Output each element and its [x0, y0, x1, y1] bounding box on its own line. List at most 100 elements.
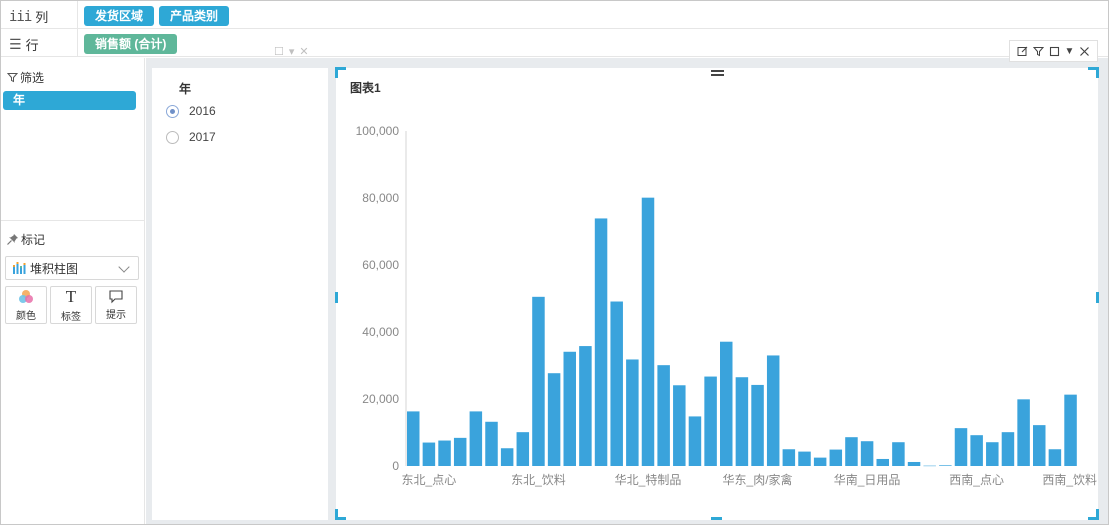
- bar[interactable]: [407, 411, 420, 466]
- bar[interactable]: [860, 441, 874, 466]
- pill-sales-sum[interactable]: 销售额 (合计): [84, 34, 178, 54]
- bar[interactable]: [798, 451, 811, 466]
- mark-tooltip-button[interactable]: 提示: [95, 286, 137, 324]
- resize-handle[interactable]: [335, 509, 338, 520]
- tooltip-icon: [109, 290, 123, 304]
- year-filter-title: 年: [179, 82, 192, 96]
- bar[interactable]: [626, 359, 639, 466]
- left-panel: 筛选 年 标记 堆积柱图 颜色 T 标签 提示: [1, 58, 145, 524]
- edit-icon[interactable]: [1017, 46, 1028, 57]
- bar[interactable]: [923, 465, 936, 467]
- bar[interactable]: [453, 437, 467, 466]
- bar[interactable]: [876, 458, 890, 466]
- resize-handle[interactable]: [711, 517, 722, 520]
- resize-handle[interactable]: [1096, 292, 1099, 303]
- bar[interactable]: [704, 376, 717, 466]
- x-tick-label: 华东_肉/家禽: [723, 472, 793, 487]
- funnel-icon[interactable]: [1032, 46, 1044, 57]
- close-icon[interactable]: [1079, 46, 1090, 57]
- bar[interactable]: [469, 411, 483, 466]
- bar[interactable]: [892, 442, 905, 466]
- bar[interactable]: [688, 416, 702, 466]
- pill-product-category[interactable]: 产品类别: [159, 6, 230, 26]
- pill-ship-region[interactable]: 发货区域: [84, 6, 155, 26]
- x-tick-label: 东北_点心: [402, 473, 457, 487]
- bar[interactable]: [751, 384, 764, 466]
- bar[interactable]: [1001, 432, 1015, 466]
- resize-handle[interactable]: [1096, 67, 1099, 78]
- year-widget-toolbar: ☐ ▾ ✕: [274, 42, 309, 60]
- chart-type-label: 堆积柱图: [30, 261, 79, 276]
- y-tick-label: 20,000: [362, 392, 399, 406]
- bar[interactable]: [610, 301, 623, 466]
- bar[interactable]: [547, 373, 561, 466]
- bar[interactable]: [907, 461, 921, 466]
- rows-shelf: ☰ 行 销售额 (合计): [1, 29, 1108, 57]
- year-option-2016[interactable]: 2016: [166, 104, 216, 118]
- bar[interactable]: [500, 448, 514, 466]
- bar[interactable]: [735, 377, 749, 466]
- bar[interactable]: [532, 296, 545, 466]
- columns-shelf: iii 列 发货区域 产品类别: [1, 1, 1108, 29]
- bar[interactable]: [970, 435, 983, 466]
- close-icon[interactable]: ✕: [299, 45, 309, 58]
- bar[interactable]: [579, 346, 592, 466]
- bar[interactable]: [1048, 449, 1062, 466]
- filter-pill-year[interactable]: 年: [3, 91, 136, 110]
- resize-handle[interactable]: [335, 517, 346, 520]
- drag-handle-icon[interactable]: [711, 70, 724, 78]
- resize-handle[interactable]: [335, 292, 338, 303]
- mark-label-button[interactable]: T 标签: [50, 286, 92, 324]
- radio-2017[interactable]: [166, 130, 179, 144]
- year-option-2017[interactable]: 2017: [166, 130, 216, 144]
- y-tick-label: 40,000: [362, 325, 399, 339]
- bar[interactable]: [939, 465, 952, 466]
- x-tick-label: 华南_日用品: [834, 472, 901, 487]
- bar[interactable]: [641, 197, 655, 467]
- bar[interactable]: [673, 385, 686, 466]
- filter-header: 筛选: [7, 69, 44, 86]
- y-tick-label: 100,000: [356, 124, 400, 138]
- bar[interactable]: [782, 449, 796, 466]
- bar[interactable]: [657, 365, 670, 466]
- color-palette-icon: [19, 289, 33, 303]
- bar[interactable]: [829, 449, 843, 466]
- dropdown-arrow-icon[interactable]: ▼: [1064, 45, 1075, 57]
- columns-pills: 发货区域 产品类别: [84, 6, 230, 26]
- bar[interactable]: [594, 218, 608, 466]
- resize-handle[interactable]: [1088, 67, 1099, 70]
- bar[interactable]: [422, 442, 436, 466]
- funnel-icon: [7, 73, 18, 83]
- bar[interactable]: [1033, 425, 1046, 466]
- maximize-icon[interactable]: [1049, 46, 1060, 57]
- bar[interactable]: [986, 442, 999, 466]
- resize-handle[interactable]: [1096, 509, 1099, 520]
- bar[interactable]: [516, 432, 530, 466]
- resize-handle[interactable]: [335, 67, 346, 70]
- bar[interactable]: [720, 341, 733, 466]
- radio-2016[interactable]: [166, 104, 179, 118]
- bar[interactable]: [438, 440, 451, 466]
- resize-handle[interactable]: [335, 67, 338, 78]
- stacked-bar-chart-icon: [13, 262, 26, 274]
- bar[interactable]: [766, 355, 780, 466]
- mark-color-button[interactable]: 颜色: [5, 286, 47, 324]
- bar-chart: 0 20,000 40,000 60,000 80,000 100,000 东北_点心 东北_…: [356, 124, 1097, 487]
- chart-type-select[interactable]: 堆积柱图: [5, 256, 139, 280]
- bar[interactable]: [845, 437, 858, 466]
- marks-separator: [1, 220, 144, 221]
- dropdown-arrow-icon[interactable]: ▾: [288, 45, 295, 58]
- year-filter-widget: [152, 68, 328, 520]
- bar[interactable]: [954, 428, 968, 466]
- bar[interactable]: [1064, 394, 1077, 466]
- bar[interactable]: [813, 457, 827, 466]
- x-tick-label: 西南_点心: [949, 472, 1004, 487]
- rows-icon: ☰: [9, 36, 22, 52]
- resize-handle[interactable]: [1088, 517, 1099, 520]
- x-tick-label: 东北_饮料: [511, 473, 566, 487]
- bar[interactable]: [485, 421, 498, 466]
- bar[interactable]: [563, 351, 577, 466]
- bar[interactable]: [1017, 399, 1030, 466]
- edit-icon[interactable]: ☐: [274, 45, 284, 58]
- rows-pills: 销售额 (合计): [84, 34, 178, 54]
